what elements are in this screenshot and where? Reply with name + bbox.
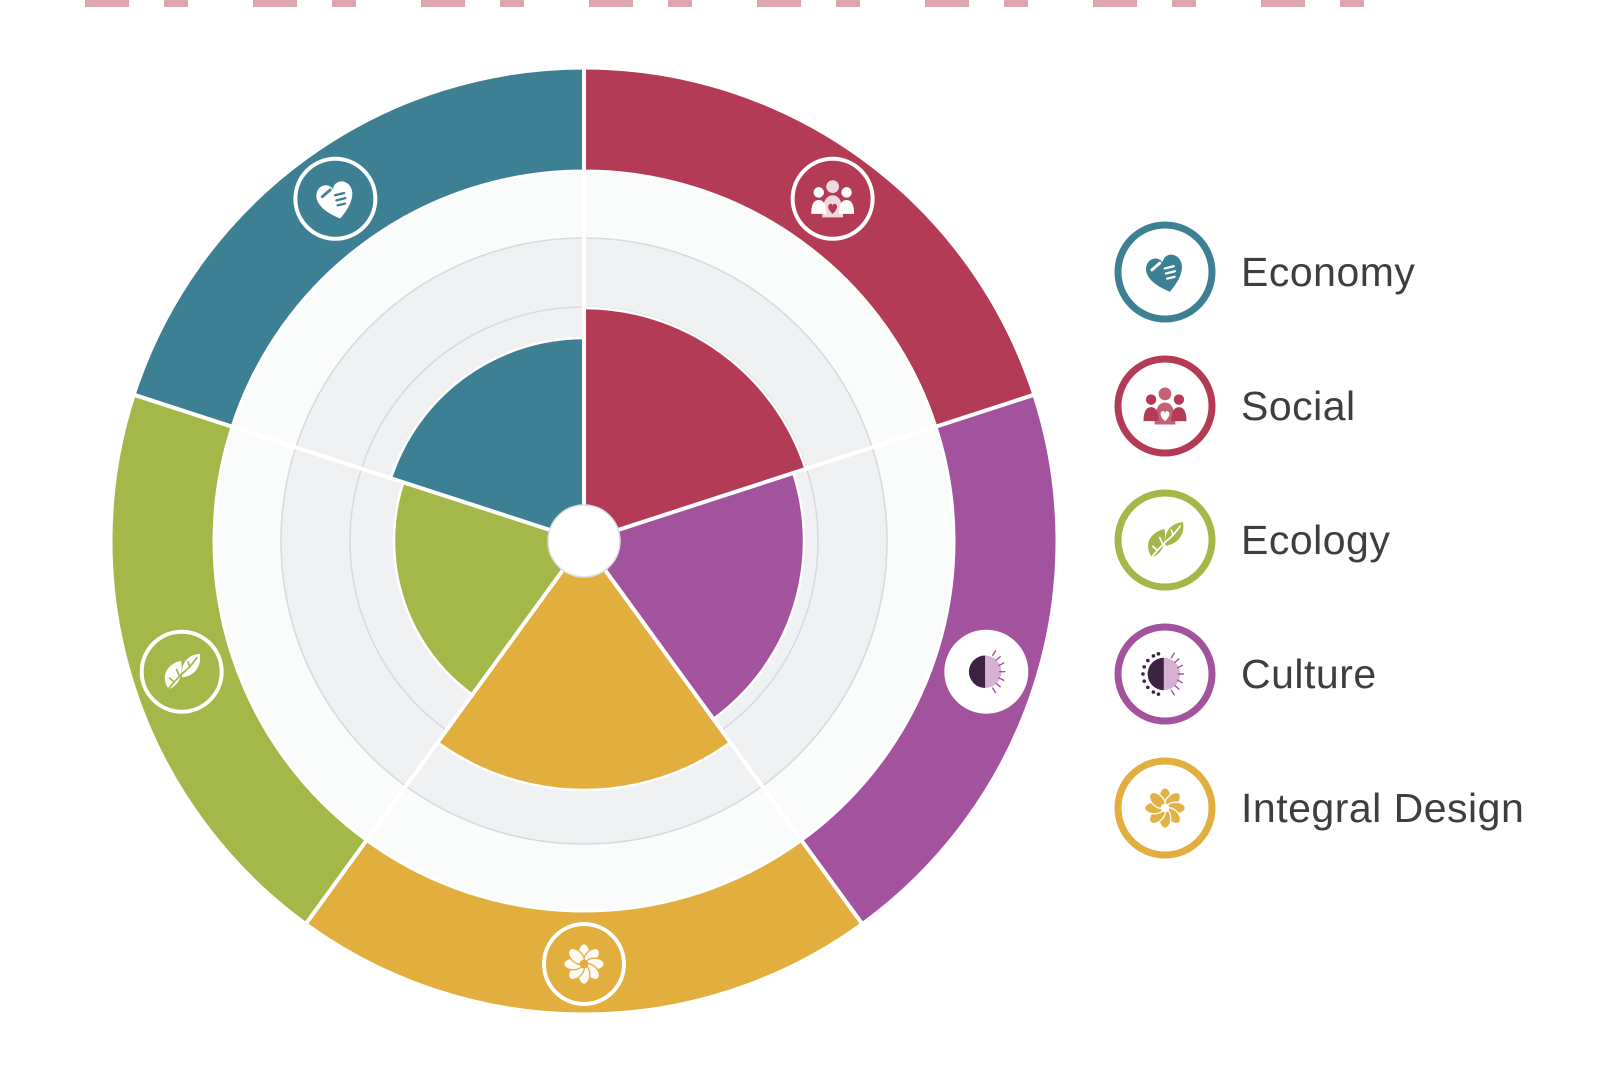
icon-ring xyxy=(139,629,224,714)
segment-separator xyxy=(133,392,585,543)
icon-ring xyxy=(542,922,626,1006)
people-group-icon xyxy=(1114,355,1216,457)
cropped-header-text-remnant xyxy=(85,0,1395,7)
legend-label: Integral Design xyxy=(1241,784,1525,831)
flower-mandala-icon xyxy=(563,943,605,985)
leaves-icon xyxy=(1114,489,1216,591)
legend-item-integral-design: Integral Design xyxy=(1113,756,1524,860)
value-wedge-ecology xyxy=(392,480,587,697)
legend-item-economy: Economy xyxy=(1113,220,1524,324)
legend-item-culture: Culture xyxy=(1113,622,1524,726)
moon-sun-icon xyxy=(944,629,1029,714)
moon-sun-icon xyxy=(1114,623,1216,725)
segment-separator xyxy=(304,539,586,925)
legend: Economy Social Ecology Culture xyxy=(1113,220,1524,860)
value-wedge-social xyxy=(582,306,808,543)
heart-handshake-icon xyxy=(1114,221,1216,323)
segment-separator xyxy=(582,539,864,925)
legend-item-social: Social xyxy=(1113,354,1524,458)
legend-item-ecology: Ecology xyxy=(1113,488,1524,592)
value-wedge-integral-design xyxy=(435,538,733,792)
legend-label: Economy xyxy=(1241,248,1416,295)
people-group-icon xyxy=(790,156,875,241)
leaves-icon xyxy=(139,629,224,714)
icon-ring xyxy=(293,156,378,241)
legend-label: Culture xyxy=(1241,650,1377,697)
value-wedge-economy xyxy=(389,336,586,543)
wheel-chart xyxy=(109,66,1059,1016)
segment-separator xyxy=(583,392,1035,543)
flower-mandala-icon xyxy=(1114,757,1216,859)
flower-mandala-icon xyxy=(542,922,626,1006)
legend-label: Ecology xyxy=(1241,516,1391,563)
value-wedge-culture xyxy=(581,471,806,721)
icon-ring xyxy=(790,156,875,241)
center-hole xyxy=(547,504,621,578)
heart-handshake-icon xyxy=(293,156,378,241)
legend-label: Social xyxy=(1241,382,1356,429)
